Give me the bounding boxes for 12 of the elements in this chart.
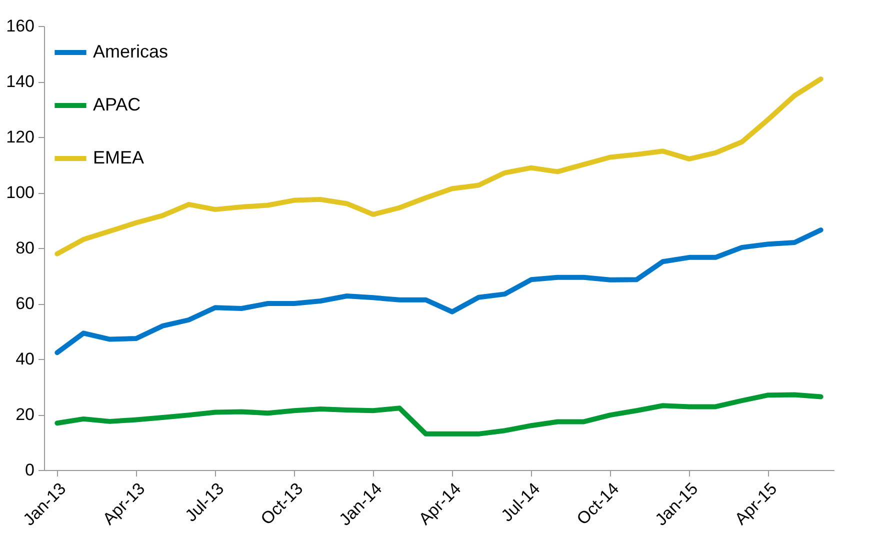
- y-tick-label: 140: [6, 72, 34, 91]
- y-tick-label: 160: [6, 16, 34, 36]
- y-tick-label: 40: [16, 350, 34, 368]
- legend-label: EMEA: [93, 148, 144, 168]
- y-tick-label: 120: [6, 128, 34, 146]
- legend-label: APAC: [93, 94, 141, 114]
- y-tick-label: 0: [25, 460, 34, 480]
- y-tick-label: 80: [16, 238, 34, 258]
- legend-label: Americas: [93, 42, 168, 62]
- y-tick-label: 20: [16, 405, 34, 424]
- y-tick-label: 60: [16, 294, 34, 313]
- y-tick-label: 100: [6, 183, 34, 202]
